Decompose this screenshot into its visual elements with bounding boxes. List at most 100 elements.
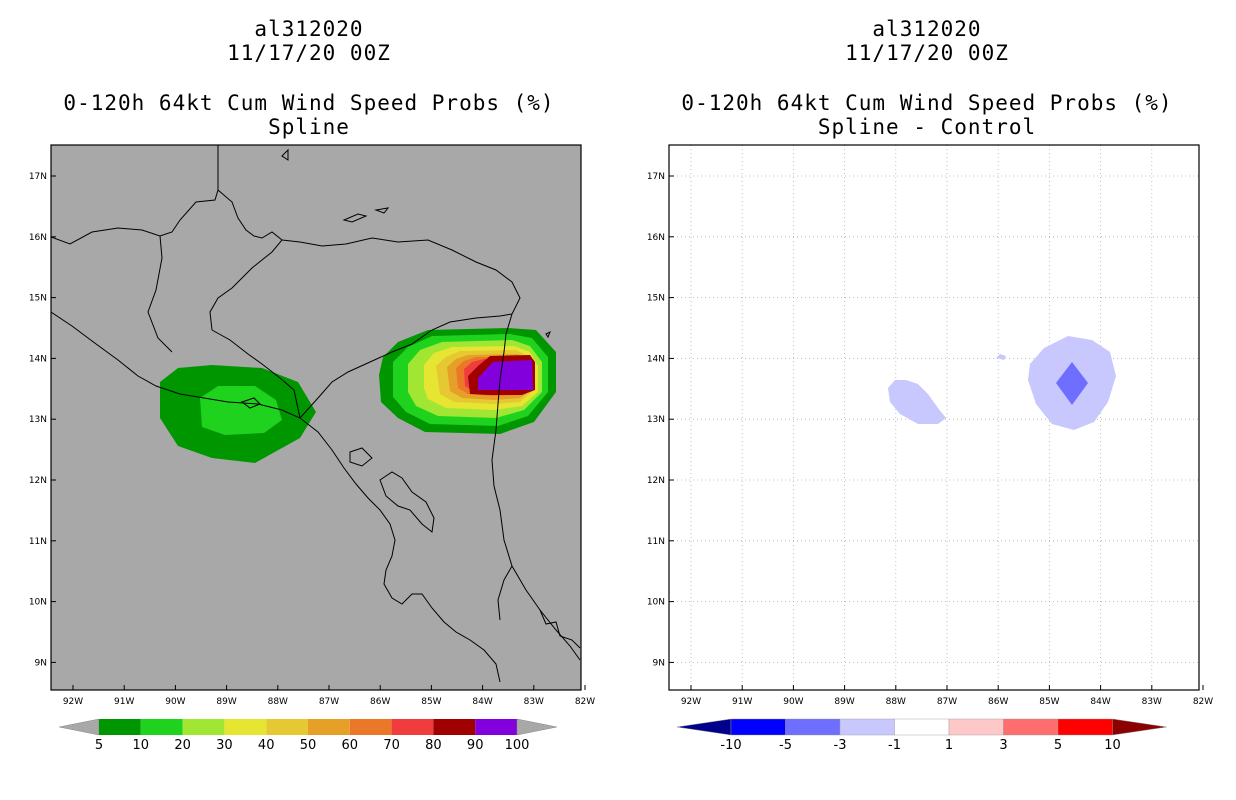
- right-storm-id: al312020: [872, 17, 982, 41]
- left-subtitle: Spline: [268, 115, 350, 139]
- right-datetime: 11/17/20 00Z: [845, 41, 1009, 65]
- left-colorbar: 5 10 20 30 40 50 60 70 80 90 100: [58, 718, 558, 753]
- lat-tick-label: 13N: [29, 415, 47, 425]
- left-product-block: 0-120h 64kt Cum Wind Speed Probs (%) Spl…: [0, 91, 618, 139]
- right-map-frame: [668, 144, 1200, 691]
- left-product-title: 0-120h 64kt Cum Wind Speed Probs (%): [63, 91, 555, 115]
- right-difference-contours: [888, 336, 1116, 430]
- colorbar-swatch: [1003, 718, 1059, 736]
- colorbar-swatch: [140, 719, 183, 735]
- colorbar-swatch: [182, 719, 225, 735]
- colorbar-label: 30: [216, 738, 233, 753]
- colorbar-label: -3: [834, 738, 847, 753]
- right-diff-west-contour-minus1: [888, 380, 946, 424]
- lon-tick-label: 87W: [319, 697, 339, 707]
- left-datetime: 11/17/20 00Z: [227, 41, 391, 65]
- right-product-block: 0-120h 64kt Cum Wind Speed Probs (%) Spl…: [618, 91, 1236, 139]
- colorbar-label: 100: [505, 738, 530, 753]
- colorbar-label: 60: [342, 738, 359, 753]
- colorbar-swatch: [266, 719, 308, 735]
- left-map-panel: 17N 16N 15N 14N 13N 12N 11N 10N 9N 92W 91W 90W 89W 8…: [29, 144, 595, 753]
- lon-tick-label: 92W: [681, 697, 701, 707]
- colorbar-high-arrow: [1112, 718, 1167, 736]
- colorbar-swatch: [730, 718, 786, 736]
- lon-tick-label: 85W: [421, 697, 441, 707]
- right-map-panel: 17N 16N 15N 14N 13N 12N 11N 10N 9N 92W 91W 90W 89W 8…: [647, 144, 1213, 753]
- lat-tick-label: 14N: [29, 354, 47, 364]
- colorbar-swatch: [948, 718, 1004, 736]
- left-latitude-labels: 17N 16N 15N 14N 13N 12N 11N 10N 9N: [29, 172, 56, 668]
- lat-tick-label: 12N: [29, 476, 47, 486]
- right-colorbar: -10 -5 -3 -1 1 3 5 10: [676, 718, 1167, 753]
- colorbar-low-arrow: [58, 718, 100, 736]
- colorbar-label: -10: [720, 738, 741, 753]
- lon-tick-label: 87W: [937, 697, 957, 707]
- lon-tick-label: 83W: [524, 697, 544, 707]
- colorbar-label: 70: [383, 738, 400, 753]
- lat-tick-label: 16N: [29, 233, 47, 243]
- left-east-contour-90: [478, 360, 533, 390]
- lon-tick-label: 91W: [114, 697, 134, 707]
- colorbar-swatch: [1057, 718, 1113, 736]
- lat-tick-label: 17N: [647, 172, 665, 182]
- colorbar-swatch: [349, 719, 392, 735]
- lat-tick-label: 10N: [647, 598, 665, 608]
- colorbar-label: 50: [300, 738, 317, 753]
- lat-tick-label: 14N: [647, 354, 665, 364]
- lon-tick-label: 86W: [988, 697, 1008, 707]
- lat-tick-label: 10N: [29, 598, 47, 608]
- colorbar-swatch: [785, 718, 841, 736]
- colorbar-swatch: [99, 719, 141, 735]
- lat-tick-label: 15N: [29, 294, 47, 304]
- colorbar-swatch: [308, 719, 350, 735]
- left-title-block: al312020 11/17/20 00Z: [0, 17, 618, 65]
- lon-tick-label: 90W: [165, 697, 185, 707]
- lon-tick-label: 84W: [472, 697, 492, 707]
- colorbar-label: 80: [425, 738, 442, 753]
- lat-tick-label: 17N: [29, 172, 47, 182]
- lon-tick-label: 85W: [1039, 697, 1059, 707]
- lon-tick-label: 82W: [1193, 697, 1213, 707]
- right-subtitle: Spline - Control: [817, 115, 1037, 139]
- lat-tick-label: 11N: [29, 537, 47, 547]
- lon-tick-label: 88W: [886, 697, 906, 707]
- colorbar-swatch: [433, 719, 476, 735]
- colorbar-label: 10: [133, 738, 150, 753]
- colorbar-swatch: [475, 719, 517, 735]
- lon-tick-label: 89W: [216, 697, 236, 707]
- colorbar-swatch: [839, 718, 895, 736]
- colorbar-swatch: [224, 719, 267, 735]
- colorbar-low-arrow: [676, 718, 732, 736]
- left-storm-id: al312020: [254, 17, 364, 41]
- colorbar-label: 90: [467, 738, 484, 753]
- right-longitude-labels: 92W 91W 90W 89W 88W 87W 86W 85W 84W 83W 82W: [681, 685, 1213, 707]
- left-west-contour-10: [200, 386, 282, 435]
- lon-tick-label: 86W: [370, 697, 390, 707]
- lon-tick-label: 91W: [732, 697, 752, 707]
- lon-tick-label: 83W: [1142, 697, 1162, 707]
- right-product-title: 0-120h 64kt Cum Wind Speed Probs (%): [681, 91, 1173, 115]
- lon-tick-label: 84W: [1090, 697, 1110, 707]
- right-title-block: al312020 11/17/20 00Z: [618, 17, 1236, 65]
- colorbar-swatch: [391, 719, 434, 735]
- left-probability-contours: [160, 328, 556, 463]
- colorbar-high-arrow: [516, 718, 558, 736]
- colorbar-label: 10: [1104, 738, 1121, 753]
- left-map-frame: [50, 144, 582, 691]
- colorbar-label: -5: [779, 738, 792, 753]
- lon-tick-label: 92W: [63, 697, 83, 707]
- lat-tick-label: 12N: [647, 476, 665, 486]
- right-diff-east-contour-minus3: [1056, 362, 1088, 405]
- lat-tick-label: 13N: [647, 415, 665, 425]
- colorbar-swatch: [894, 718, 950, 736]
- colorbar-label: 5: [1054, 738, 1062, 753]
- colorbar-label: 20: [174, 738, 191, 753]
- lat-tick-label: 9N: [653, 658, 665, 668]
- lat-tick-label: 9N: [35, 658, 47, 668]
- lon-tick-label: 88W: [268, 697, 288, 707]
- lat-tick-label: 15N: [647, 294, 665, 304]
- colorbar-label: -1: [888, 738, 901, 753]
- lat-tick-label: 16N: [647, 233, 665, 243]
- left-longitude-labels: 92W 91W 90W 89W 88W 87W 86W 85W 84W 83W 82W: [63, 685, 595, 707]
- colorbar-label: 1: [945, 738, 953, 753]
